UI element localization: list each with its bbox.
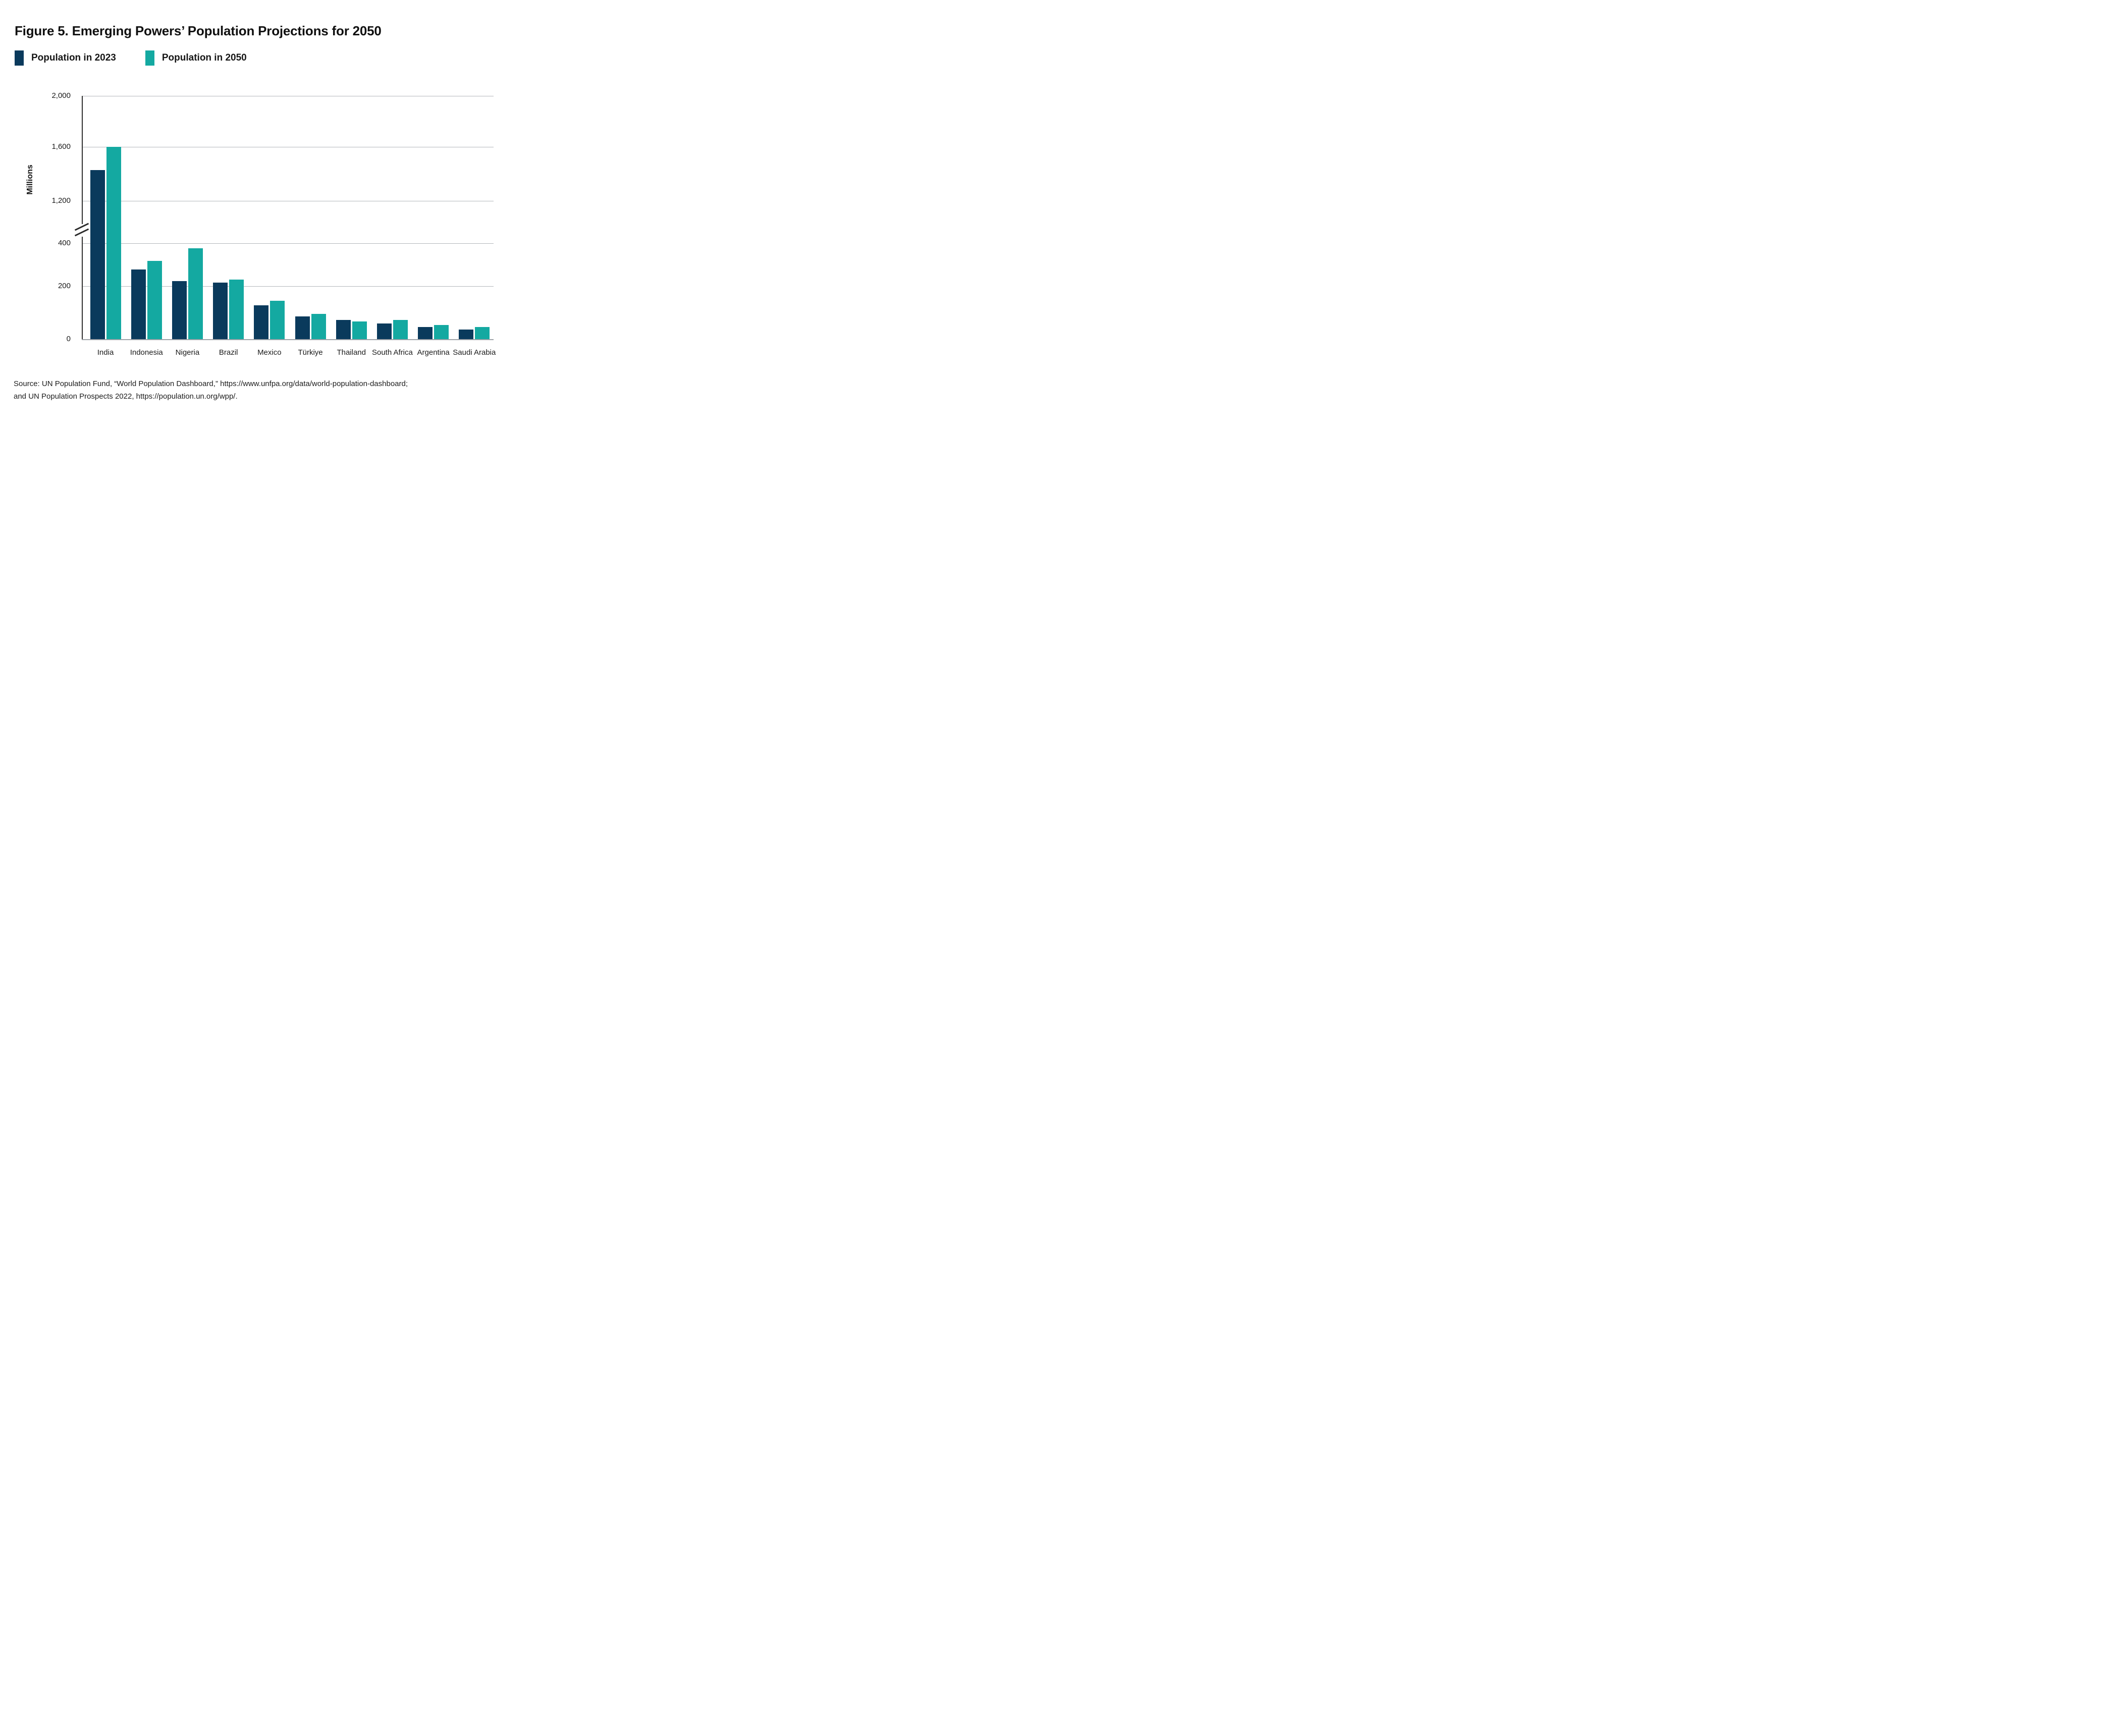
bar-nigeria-2023	[172, 281, 187, 339]
gridline-200	[82, 286, 494, 287]
source-line-1: Source: UN Population Fund, “World Popul…	[14, 379, 408, 388]
bar-türkiye-2023	[295, 316, 310, 339]
legend-item-2023: Population in 2023	[15, 50, 116, 66]
y-tick-label-2000: 2,000	[51, 91, 71, 100]
y-tick-label-200: 200	[58, 282, 71, 290]
chart-legend: Population in 2023 Population in 2050	[15, 50, 247, 66]
y-tick-label-0: 0	[66, 335, 71, 343]
legend-swatch-2023	[15, 50, 24, 66]
x-category-label-brazil: Brazil	[219, 348, 238, 357]
gridline-400	[82, 243, 494, 244]
y-tick-label-1200: 1,200	[51, 196, 71, 205]
bar-india-2050	[106, 147, 121, 339]
bar-saudi-arabia-2023	[459, 329, 474, 339]
legend-label-2050: Population in 2050	[161, 52, 247, 63]
x-axis-baseline	[82, 339, 494, 340]
bar-türkiye-2050	[311, 313, 326, 339]
legend-item-2050: Population in 2050	[145, 50, 247, 66]
x-category-label-indonesia: Indonesia	[130, 348, 163, 357]
bar-argentina-2023	[418, 327, 433, 339]
bar-brazil-2023	[213, 283, 228, 339]
bar-nigeria-2050	[188, 248, 203, 339]
bar-brazil-2050	[229, 279, 244, 339]
bar-mexico-2023	[254, 305, 269, 339]
legend-label-2023: Population in 2023	[31, 52, 116, 63]
x-category-label-argentina: Argentina	[417, 348, 450, 357]
bar-saudi-arabia-2050	[475, 327, 490, 339]
x-category-label-india: India	[97, 348, 114, 357]
legend-swatch-2050	[145, 50, 154, 66]
bar-thailand-2023	[336, 320, 351, 339]
bar-south-africa-2023	[376, 323, 392, 339]
bar-mexico-2050	[270, 301, 285, 339]
x-category-label-türkiye: Türkiye	[298, 348, 323, 357]
x-category-label-thailand: Thailand	[337, 348, 366, 357]
y-axis-line	[82, 96, 83, 339]
y-tick-label-400: 400	[58, 239, 71, 247]
figure-title: Figure 5. Emerging Powers’ Population Pr…	[15, 23, 382, 38]
source-line-2: and UN Population Prospects 2022, https:…	[14, 392, 238, 401]
x-category-label-nigeria: Nigeria	[175, 348, 200, 357]
bar-indonesia-2023	[131, 269, 146, 339]
y-axis-title: Millions	[26, 165, 34, 195]
bar-south-africa-2050	[393, 319, 408, 339]
x-category-label-south-africa: South Africa	[371, 348, 413, 357]
x-category-label-saudi-arabia: Saudi Arabia	[453, 348, 496, 357]
y-tick-label-1600: 1,600	[51, 142, 71, 151]
bar-argentina-2050	[434, 325, 449, 339]
x-category-label-mexico: Mexico	[257, 348, 282, 357]
bar-india-2023	[90, 170, 105, 339]
bar-thailand-2050	[352, 321, 367, 339]
figure-5-chart: Figure 5. Emerging Powers’ Population Pr…	[0, 0, 526, 434]
bar-indonesia-2050	[147, 261, 162, 339]
